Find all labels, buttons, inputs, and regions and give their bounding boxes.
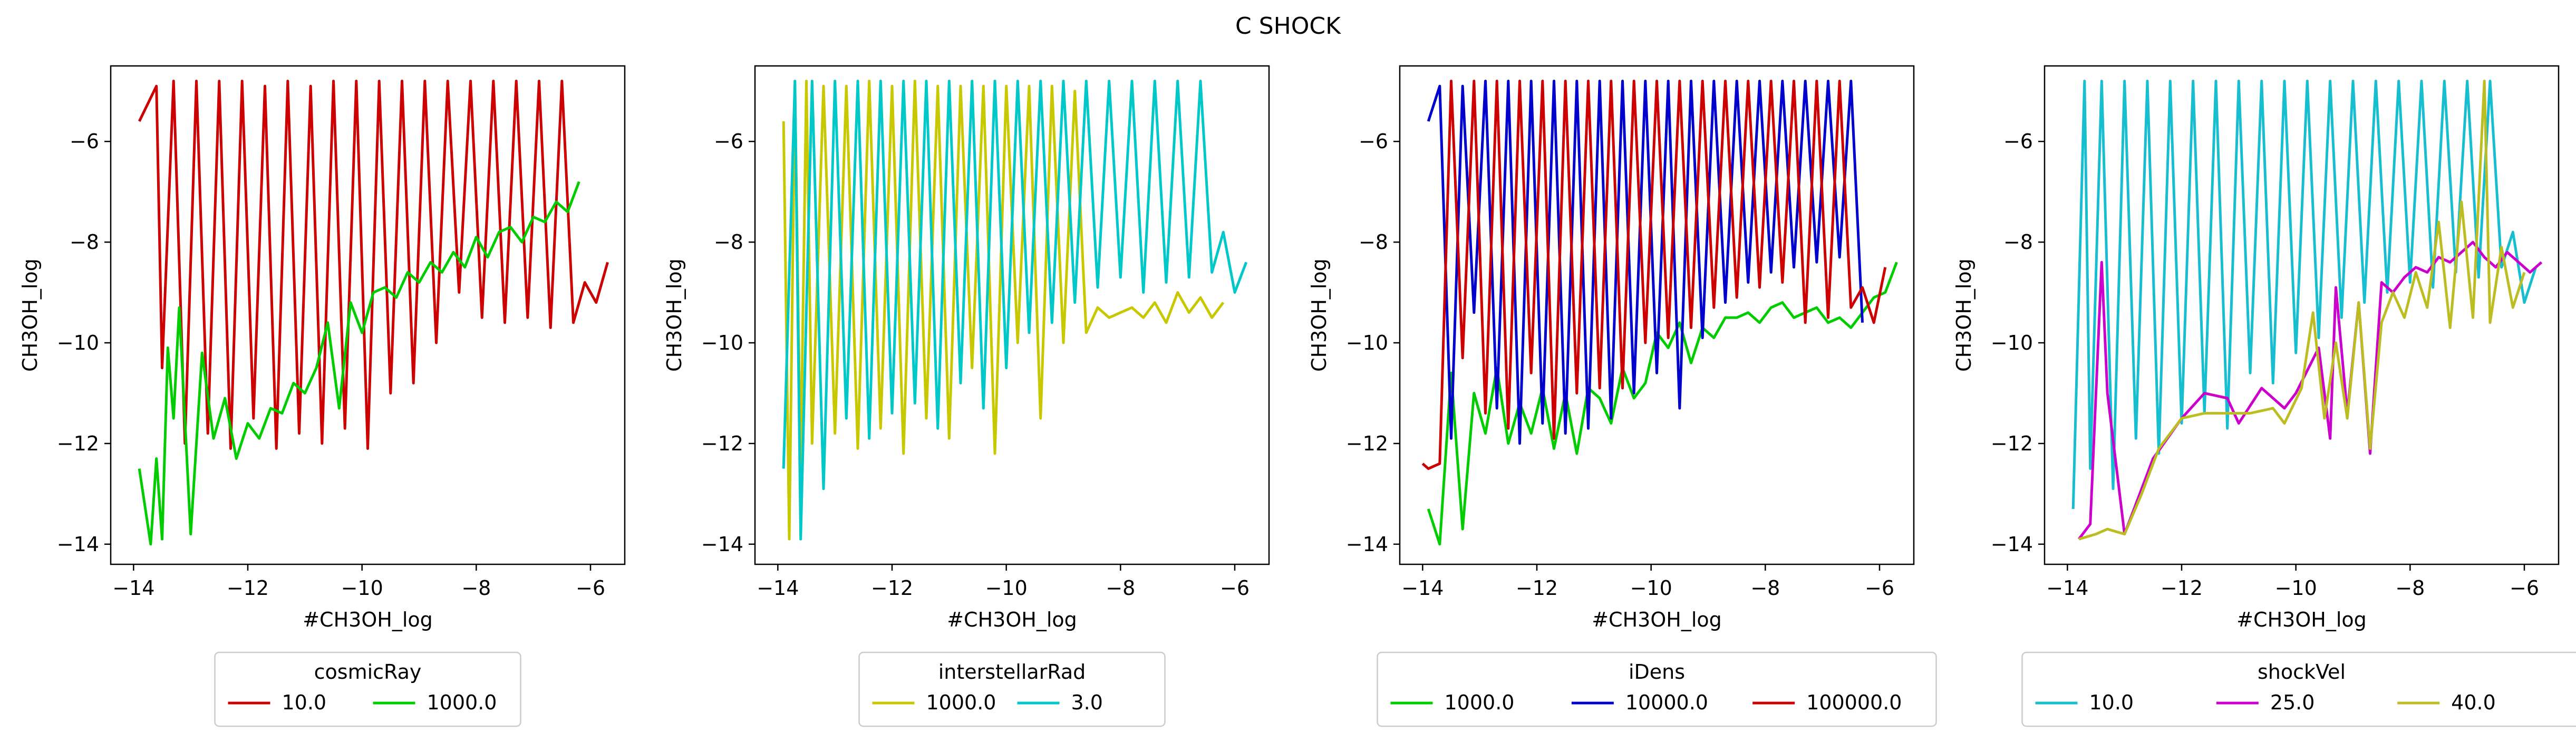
legend-title: shockVel bbox=[2258, 660, 2346, 684]
x-tick-label: −6 bbox=[1220, 576, 1250, 600]
legend-entry-label: 100000.0 bbox=[1806, 691, 1902, 714]
y-tick-label: −8 bbox=[714, 230, 743, 254]
series-layer bbox=[1421, 80, 1898, 546]
subplot-4: −14 −12 −10 −8 −6 −14 −12 −10 −8 −6 #CH3OH_log CH3O… bbox=[1952, 65, 2576, 727]
x-tick-label: −14 bbox=[112, 576, 154, 600]
subplot-1: −14 −12 −10 −8 −6 −14 −12 −10 −8 −6 #CH3OH_log CH3O… bbox=[18, 65, 626, 727]
x-tick-label: −12 bbox=[1516, 576, 1558, 600]
legend-entry-label: 10.0 bbox=[2089, 691, 2134, 714]
legend: cosmicRay 10.0 1000.0 bbox=[214, 651, 521, 727]
x-tick-label: −12 bbox=[2161, 576, 2203, 600]
x-tick-label: −14 bbox=[757, 576, 799, 600]
legend-entry-label: 3.0 bbox=[1071, 691, 1103, 714]
figure-title: C SHOCK bbox=[1235, 13, 1341, 40]
y-tick-label: −6 bbox=[1359, 130, 1388, 153]
legend-entry-label: 10000.0 bbox=[1625, 691, 1708, 714]
series-line-3 bbox=[2078, 80, 2526, 541]
series-layer bbox=[782, 80, 1248, 541]
y-tick-label: −12 bbox=[1346, 432, 1388, 455]
y-tick-label: −8 bbox=[70, 230, 99, 254]
x-tick-label: −10 bbox=[2275, 576, 2317, 600]
legend-entry-label: 25.0 bbox=[2270, 691, 2315, 714]
series-line-3 bbox=[1421, 80, 1887, 470]
legend-title: cosmicRay bbox=[314, 660, 422, 684]
y-tick-label: −12 bbox=[57, 432, 99, 455]
y-tick-label: −14 bbox=[57, 533, 99, 556]
axes-frame bbox=[2044, 65, 2560, 565]
x-tick-label: −14 bbox=[1401, 576, 1444, 600]
subplot-2: −14 −12 −10 −8 −6 −14 −12 −10 −8 −6 #CH3OH_log CH3O… bbox=[663, 65, 1270, 727]
legend-box bbox=[2021, 651, 2576, 727]
legend-box bbox=[214, 651, 521, 727]
series-line-2 bbox=[1427, 80, 1864, 445]
y-tick-label: −6 bbox=[2003, 130, 2033, 153]
legend-entry-label: 1000.0 bbox=[1445, 691, 1515, 714]
x-tick-label: −10 bbox=[341, 576, 383, 600]
y-tick-label: −14 bbox=[701, 533, 743, 556]
y-axis-label: CH3OH_log bbox=[1308, 258, 1331, 372]
axes-frame bbox=[754, 65, 1270, 565]
y-tick-label: −6 bbox=[714, 130, 743, 153]
y-tick-label: −8 bbox=[1359, 230, 1388, 254]
x-tick-label: −10 bbox=[1630, 576, 1672, 600]
series-line-2 bbox=[138, 181, 580, 546]
y-tick-label: −10 bbox=[57, 331, 99, 354]
y-tick-label: −6 bbox=[70, 130, 99, 153]
legend-title: interstellarRad bbox=[938, 660, 1086, 684]
series-layer bbox=[138, 80, 609, 546]
legend-box bbox=[1377, 651, 1937, 727]
series-layer bbox=[2071, 80, 2543, 541]
x-axis-label: #CH3OH_log bbox=[2236, 608, 2367, 631]
x-tick-label: −8 bbox=[2395, 576, 2425, 600]
x-tick-label: −10 bbox=[985, 576, 1028, 600]
x-axis-label: #CH3OH_log bbox=[947, 608, 1077, 631]
x-tick-label: −12 bbox=[871, 576, 913, 600]
subplot-grid: −14 −12 −10 −8 −6 −14 −12 −10 −8 −6 #CH3OH_log CH3O… bbox=[18, 65, 2576, 727]
legend-entry-label: 1000.0 bbox=[427, 691, 497, 714]
x-tick-label: −8 bbox=[461, 576, 491, 600]
legend: shockVel 10.0 25.0 40.0 bbox=[2021, 651, 2576, 727]
y-axis-label: CH3OH_log bbox=[663, 258, 686, 372]
x-axis-label: #CH3OH_log bbox=[1592, 608, 1722, 631]
y-tick-label: −10 bbox=[1346, 331, 1388, 354]
x-tick-label: −8 bbox=[1750, 576, 1780, 600]
y-axis-label: CH3OH_log bbox=[1952, 258, 1975, 372]
axes-frame bbox=[110, 65, 626, 565]
y-tick-label: −8 bbox=[2003, 230, 2033, 254]
legend-title: iDens bbox=[1629, 660, 1685, 684]
x-tick-label: −6 bbox=[1865, 576, 1894, 600]
legend-box bbox=[858, 651, 1166, 727]
x-axis-label: #CH3OH_log bbox=[303, 608, 433, 631]
legend-entry-label: 1000.0 bbox=[926, 691, 996, 714]
series-line-2 bbox=[782, 80, 1248, 541]
legend-entry-label: 40.0 bbox=[2451, 691, 2496, 714]
subplot-3: −14 −12 −10 −8 −6 −14 −12 −10 −8 −6 #CH3OH_log CH3O… bbox=[1308, 65, 1937, 727]
y-tick-label: −14 bbox=[1346, 533, 1388, 556]
x-tick-label: −6 bbox=[576, 576, 605, 600]
y-axis-label: CH3OH_log bbox=[18, 258, 42, 372]
legend: iDens 1000.0 10000.0 100000.0 bbox=[1377, 651, 1937, 727]
y-tick-label: −12 bbox=[701, 432, 743, 455]
y-tick-label: −14 bbox=[1991, 533, 2033, 556]
legend: interstellarRad 1000.0 3.0 bbox=[858, 651, 1166, 727]
legend-entry-label: 10.0 bbox=[282, 691, 327, 714]
y-tick-label: −10 bbox=[701, 331, 743, 354]
x-tick-label: −8 bbox=[1106, 576, 1135, 600]
x-tick-label: −14 bbox=[2046, 576, 2088, 600]
y-tick-label: −10 bbox=[1991, 331, 2033, 354]
series-line-1 bbox=[1427, 262, 1898, 546]
series-line-1 bbox=[138, 80, 609, 450]
x-tick-label: −6 bbox=[2510, 576, 2539, 600]
y-tick-label: −12 bbox=[1991, 432, 2033, 455]
axes-frame bbox=[1399, 65, 1915, 565]
x-tick-label: −12 bbox=[227, 576, 269, 600]
